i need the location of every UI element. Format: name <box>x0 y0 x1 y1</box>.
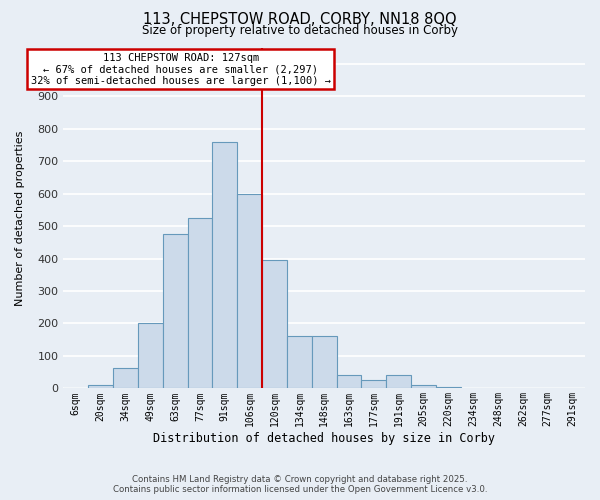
Bar <box>312 336 337 388</box>
Text: 113, CHEPSTOW ROAD, CORBY, NN18 8QQ: 113, CHEPSTOW ROAD, CORBY, NN18 8QQ <box>143 12 457 28</box>
Bar <box>237 194 262 388</box>
Bar <box>386 375 411 388</box>
Bar <box>337 376 361 388</box>
Bar <box>188 218 212 388</box>
Bar <box>113 368 138 388</box>
Bar <box>138 324 163 388</box>
X-axis label: Distribution of detached houses by size in Corby: Distribution of detached houses by size … <box>153 432 495 445</box>
Bar <box>88 385 113 388</box>
Text: Size of property relative to detached houses in Corby: Size of property relative to detached ho… <box>142 24 458 37</box>
Y-axis label: Number of detached properties: Number of detached properties <box>15 130 25 306</box>
Bar <box>287 336 312 388</box>
Bar <box>436 387 461 388</box>
Bar <box>262 260 287 388</box>
Bar <box>212 142 237 388</box>
Text: 113 CHEPSTOW ROAD: 127sqm
← 67% of detached houses are smaller (2,297)
32% of se: 113 CHEPSTOW ROAD: 127sqm ← 67% of detac… <box>31 52 331 86</box>
Bar <box>411 385 436 388</box>
Bar <box>163 234 188 388</box>
Bar <box>361 380 386 388</box>
Text: Contains HM Land Registry data © Crown copyright and database right 2025.
Contai: Contains HM Land Registry data © Crown c… <box>113 474 487 494</box>
